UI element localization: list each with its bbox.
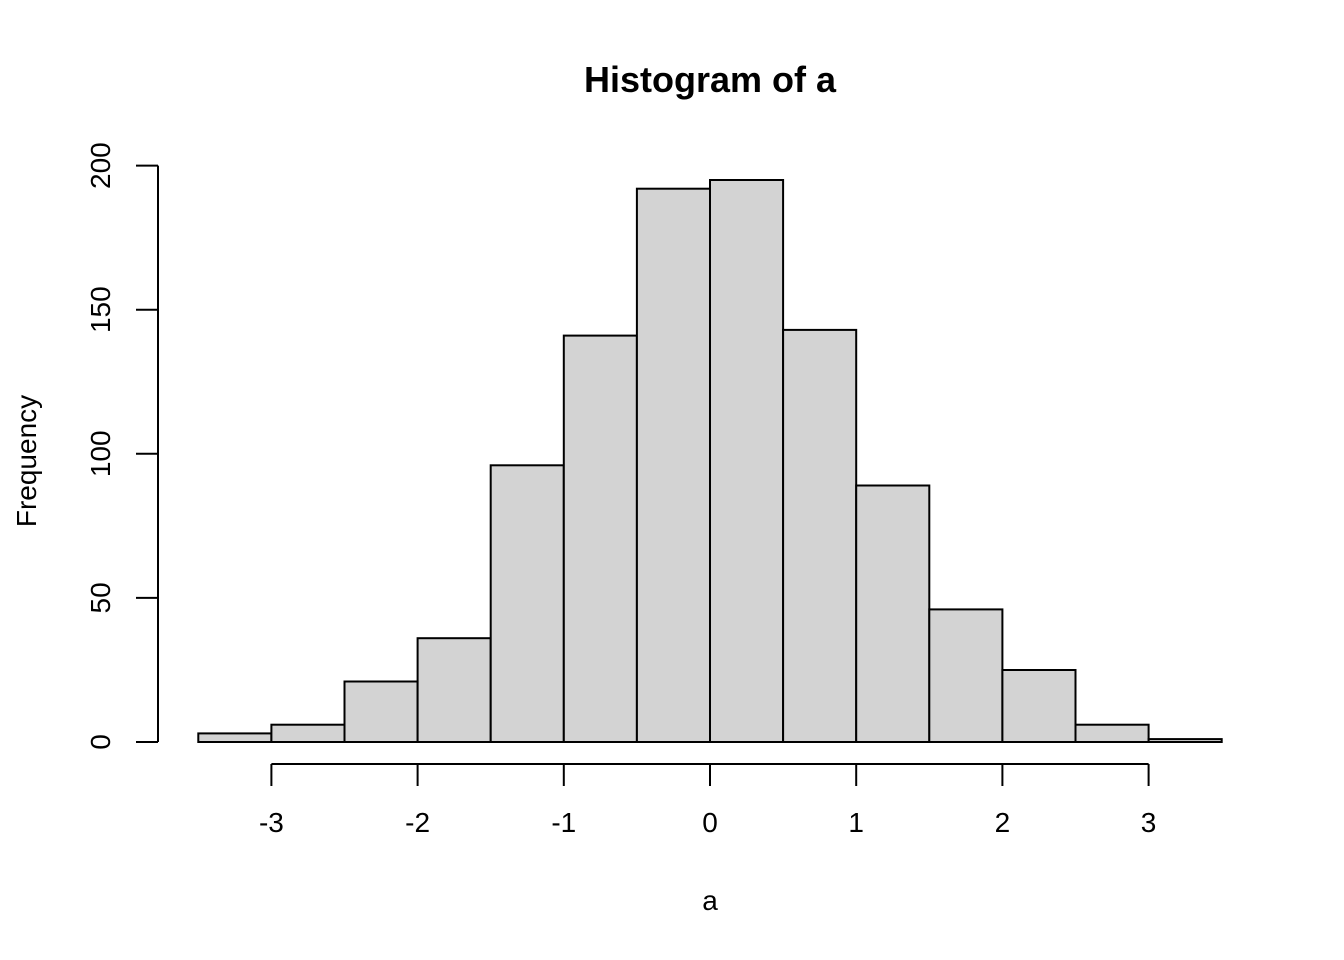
x-tick-label: 0: [702, 807, 718, 838]
histogram-bar: [709, 179, 785, 743]
x-tick-label: 2: [995, 807, 1011, 838]
histogram-bar: [1147, 738, 1223, 743]
histogram-bar: [782, 328, 858, 743]
histogram-bar: [562, 334, 638, 743]
y-axis: 0 50 100 150 200: [85, 142, 159, 750]
x-tick-label: 3: [1141, 807, 1157, 838]
chart-title: Histogram of a: [584, 59, 837, 100]
histogram-bar: [855, 484, 931, 743]
y-tick-label: 0: [85, 734, 116, 750]
y-tick-label: 50: [85, 582, 116, 613]
x-tick-label: 1: [848, 807, 864, 838]
x-axis: -3 -2 -1 0 1 2 3: [259, 763, 1157, 838]
histogram-bar: [197, 732, 273, 744]
y-axis-label: Frequency: [11, 395, 42, 527]
histogram-bar: [1074, 723, 1150, 744]
histogram-bar: [343, 680, 419, 743]
y-tick-label: 150: [85, 286, 116, 333]
bars-group: [197, 179, 1223, 744]
histogram-bar: [928, 608, 1004, 744]
histogram-bar: [1001, 669, 1077, 743]
x-tick-label: -2: [405, 807, 430, 838]
x-tick-label: -3: [259, 807, 284, 838]
y-tick-label: 100: [85, 430, 116, 477]
y-tick-label: 200: [85, 142, 116, 189]
x-tick-label: -1: [551, 807, 576, 838]
x-axis-label: a: [702, 885, 718, 916]
histogram-bar: [635, 187, 712, 743]
histogram-bar: [489, 464, 565, 743]
histogram-bar: [416, 637, 492, 744]
histogram-bar: [270, 723, 346, 744]
